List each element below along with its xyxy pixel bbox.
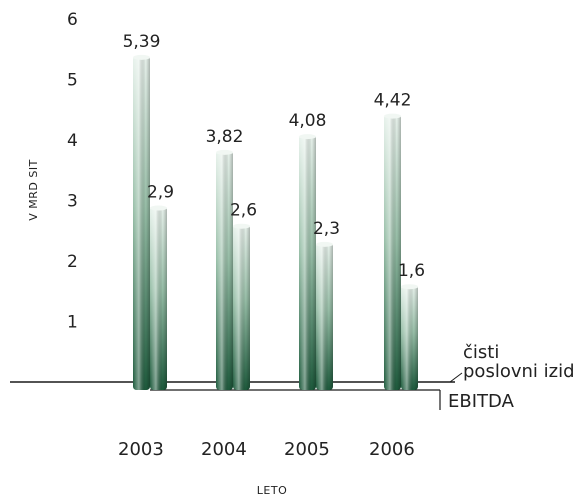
x-tick-label: 2005 [284,439,330,460]
x-tick-label: 2003 [118,439,164,460]
x-axis-label: LETO [257,484,287,497]
bar-cap [316,241,333,247]
value-label: 2,9 [147,183,174,203]
x-tick-label: 2006 [369,439,415,460]
bar-cap [401,284,418,290]
value-label: 5,39 [123,32,161,52]
legend-label-net-income-line1: čisti [463,342,499,363]
y-tick-label: 6 [67,10,78,30]
bar-ebitda [299,134,316,390]
bar-cap [216,149,233,155]
bar-net-income [150,205,167,390]
bar-shade [384,114,401,390]
bar-ebitda [216,149,233,390]
value-label: 4,42 [374,91,412,111]
value-label: 3,82 [206,127,244,147]
bar-shade [316,242,333,390]
legend-label-ebitda: EBITDA [448,391,515,412]
bar-cap [133,54,150,60]
legend-bracket-net-income [449,372,463,383]
value-label: 2,3 [313,219,340,239]
bar-shade [216,150,233,390]
bar-ebitda [133,54,150,390]
bar-ebitda [384,113,401,390]
bar-net-income [316,241,333,390]
value-label: 4,08 [289,111,327,131]
bar-cap [299,134,316,140]
bar-shade [233,224,250,390]
bar-shade [150,206,167,390]
bar-net-income [401,284,418,390]
bar-net-income [233,223,250,390]
value-label: 2,6 [230,201,257,221]
bar-cap [384,113,401,119]
bar-shade [133,55,150,390]
y-tick-label: 1 [67,313,78,333]
bar-cap [150,205,167,211]
value-label: 1,6 [398,261,425,281]
bar-shade [401,285,418,390]
bar-cap [233,223,250,229]
x-tick-label: 2004 [201,439,247,460]
bar-shade [299,135,316,390]
legend-label-net-income-line2: poslovni izid [463,361,575,382]
y-tick-label: 5 [67,71,78,91]
y-tick-label: 4 [67,131,78,151]
y-tick-label: 3 [67,192,78,212]
y-axis-label: V MRD SIT [27,159,40,221]
y-tick-label: 2 [67,252,78,272]
